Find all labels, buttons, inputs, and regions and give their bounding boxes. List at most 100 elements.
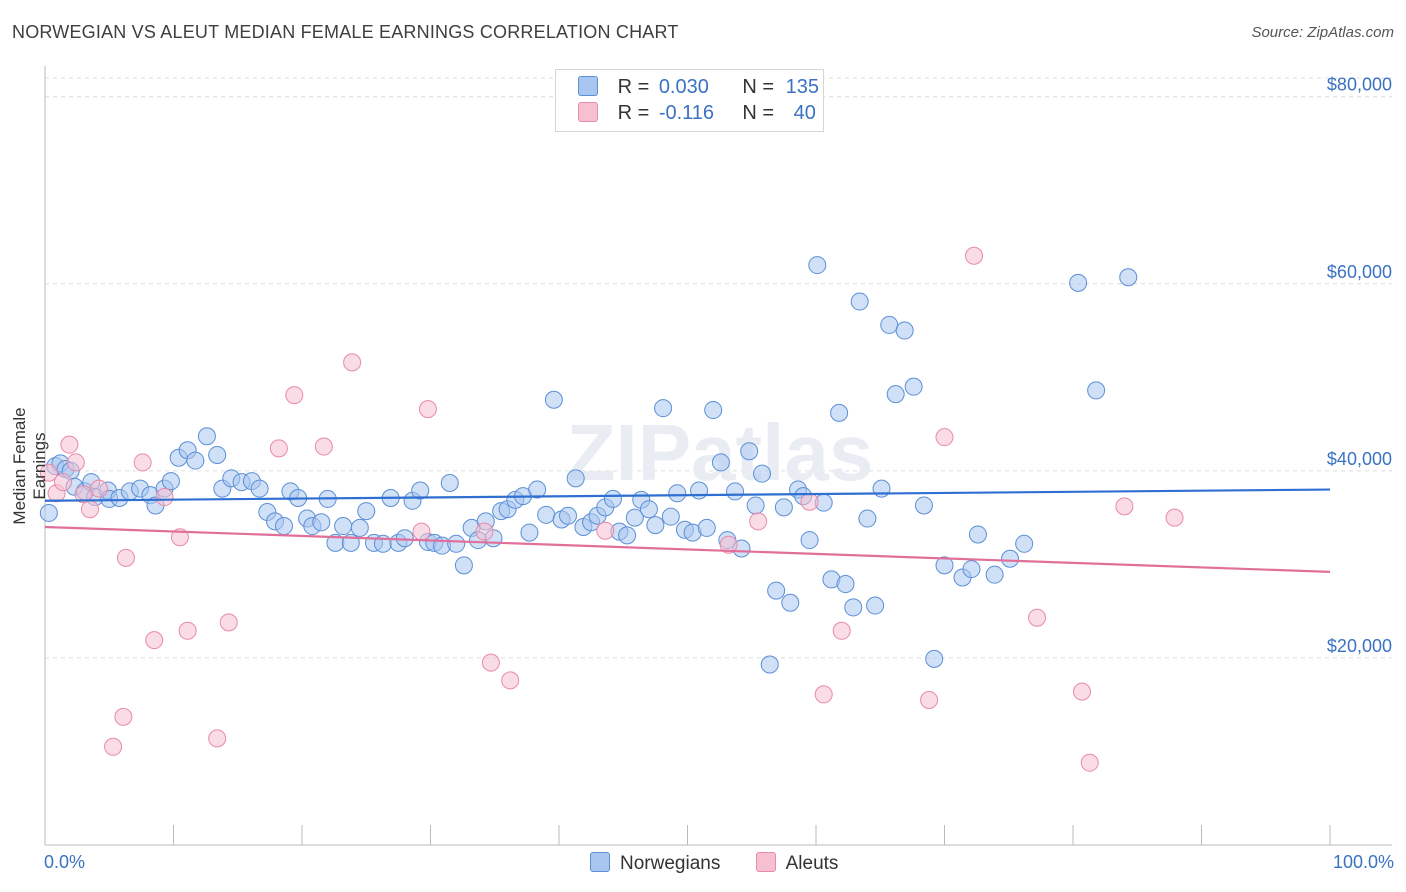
norwegian-point xyxy=(395,529,414,548)
norwegian-point xyxy=(566,469,585,488)
norwegian-point xyxy=(1001,549,1020,568)
norwegian-point xyxy=(880,315,899,334)
norwegian-point xyxy=(334,517,353,536)
norwegian-point xyxy=(830,403,849,422)
norwegian-point xyxy=(746,496,765,515)
norwegian-point xyxy=(250,479,269,498)
aleut-point xyxy=(965,246,984,265)
norwegian-point xyxy=(520,523,539,542)
norwegian-point xyxy=(528,480,547,499)
norwegian-point xyxy=(895,321,914,340)
norwegian-point xyxy=(904,377,923,396)
aleuts-trend-line xyxy=(44,525,1331,573)
source-label: Source: ZipAtlas.com xyxy=(1251,24,1394,41)
norwegian-point xyxy=(618,526,637,545)
aleut-point xyxy=(418,400,437,419)
norwegian-point xyxy=(1119,268,1138,287)
aleut-point xyxy=(481,653,500,672)
r-value: -0.116 xyxy=(658,102,715,124)
norwegian-point xyxy=(1087,381,1106,400)
norwegian-point xyxy=(697,518,716,537)
norwegian-point xyxy=(646,516,665,535)
aleut-point xyxy=(832,621,851,640)
norwegian-point xyxy=(1015,534,1034,553)
norwegian-point xyxy=(558,506,577,525)
norwegian-point xyxy=(774,498,793,517)
norwegian-point xyxy=(197,427,216,446)
chart-title: NORWEGIAN VS ALEUT MEDIAN FEMALE EARNING… xyxy=(12,22,679,42)
norwegian-point xyxy=(858,509,877,528)
norwegian-point xyxy=(440,474,459,493)
series-legend: Norwegians Aleuts xyxy=(590,852,868,875)
y-axis-label: Median Female Earnings xyxy=(10,407,49,525)
stats-legend: R = 0.030 N = 135 R = -0.116 N = 40 xyxy=(555,69,824,132)
norwegian-point xyxy=(411,481,430,500)
y-tick-labels: $20,000 $40,000 $60,000 $80,000 xyxy=(1327,75,1392,656)
norwegian-point xyxy=(836,575,855,594)
norwegian-point xyxy=(350,518,369,537)
aleut-point xyxy=(475,522,494,541)
aleut-point xyxy=(814,685,833,704)
watermark: ZIPatlas xyxy=(567,408,874,497)
norwegian-point xyxy=(935,556,954,575)
norwegian-point xyxy=(968,525,987,544)
aleut-point xyxy=(749,512,768,531)
r-value: 0.030 xyxy=(658,76,709,98)
aleut-point xyxy=(719,535,738,554)
norwegian-point xyxy=(808,256,827,275)
norwegian-point xyxy=(740,442,759,461)
norwegian-point xyxy=(925,649,944,668)
y-tick-label: $60,000 xyxy=(1327,262,1392,282)
norwegian-point xyxy=(39,503,58,522)
legend-item-norwegians[interactable]: Norwegians xyxy=(590,852,720,875)
norwegian-point xyxy=(603,489,622,508)
norwegians-legend-label: Norwegians xyxy=(620,853,721,874)
norwegian-point xyxy=(544,390,563,409)
norwegian-point xyxy=(447,534,466,553)
aleut-point xyxy=(60,435,79,454)
aleut-point xyxy=(285,386,304,405)
aleut-point xyxy=(412,522,431,541)
norwegian-point xyxy=(161,472,180,491)
norwegian-point xyxy=(537,505,556,524)
norwegian-point xyxy=(844,598,863,617)
norwegians-trend-line xyxy=(44,488,1331,502)
aleut-point xyxy=(133,453,152,472)
y-tick-label: $40,000 xyxy=(1327,449,1392,469)
aleut-point xyxy=(920,691,939,710)
aleut-point xyxy=(800,492,819,511)
aleut-point xyxy=(343,353,362,372)
legend-item-aleuts[interactable]: Aleuts xyxy=(755,852,838,875)
aleut-point xyxy=(1028,608,1047,627)
aleut-point xyxy=(170,528,189,547)
aleut-point xyxy=(53,473,72,492)
y-tick-label: $80,000 xyxy=(1327,75,1392,95)
aleut-point xyxy=(596,521,615,540)
legend-row-norwegians: R = 0.030 N = 135 xyxy=(578,76,819,100)
norwegian-point xyxy=(914,496,933,515)
norwegian-point xyxy=(654,399,673,418)
aleut-point xyxy=(208,729,227,748)
norwegians-legend-swatch xyxy=(590,852,610,872)
norwegian-point xyxy=(454,556,473,575)
aleut-point xyxy=(501,671,520,690)
aleut-point xyxy=(935,428,954,447)
norwegian-point xyxy=(661,507,680,526)
norwegian-point xyxy=(357,502,376,521)
x-tick-label-max: 100.0% xyxy=(1332,852,1394,872)
aleut-point xyxy=(80,500,99,519)
aleut-point xyxy=(155,488,174,507)
aleut-point xyxy=(269,439,288,458)
norwegian-point xyxy=(962,560,981,579)
norwegian-point xyxy=(186,451,205,470)
grid-lines xyxy=(45,77,1392,659)
norwegian-point xyxy=(1069,273,1088,292)
norwegian-point xyxy=(704,401,723,420)
trend-lines xyxy=(44,488,1331,573)
axes xyxy=(44,66,1392,846)
norwegian-point xyxy=(639,500,658,519)
aleut-point xyxy=(145,631,164,650)
aleut-point xyxy=(1165,508,1184,527)
aleut-point xyxy=(104,737,123,756)
norwegian-point xyxy=(726,482,745,501)
